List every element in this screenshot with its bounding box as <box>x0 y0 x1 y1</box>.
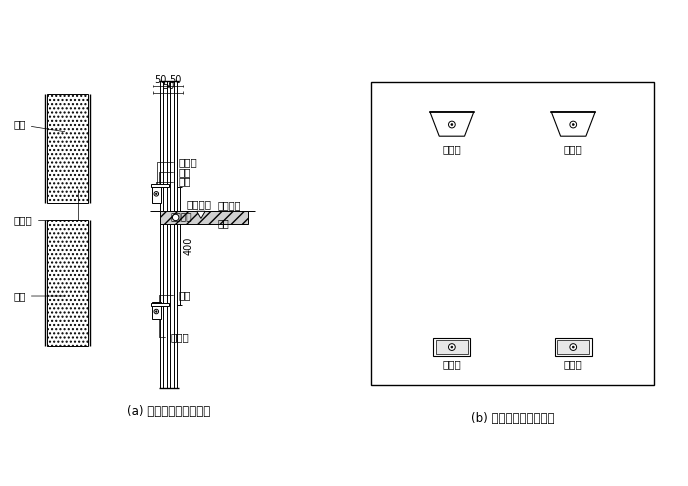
Text: 墙板: 墙板 <box>13 291 65 301</box>
Bar <box>167 81 170 388</box>
Polygon shape <box>430 112 474 136</box>
Bar <box>555 338 592 356</box>
Bar <box>152 185 161 203</box>
Circle shape <box>155 193 157 194</box>
Bar <box>47 94 88 203</box>
Circle shape <box>449 344 455 350</box>
Circle shape <box>451 346 453 348</box>
Text: 上节点: 上节点 <box>442 144 461 154</box>
Circle shape <box>173 214 179 221</box>
Polygon shape <box>551 112 595 136</box>
Bar <box>160 81 163 388</box>
Text: 预埋件: 预埋件 <box>13 189 78 226</box>
Bar <box>152 302 161 319</box>
Text: 建筑标高: 建筑标高 <box>186 199 211 208</box>
Circle shape <box>572 346 574 348</box>
Text: (b) 外墙正面连接示意图: (b) 外墙正面连接示意图 <box>471 412 555 425</box>
Text: 400: 400 <box>183 237 193 256</box>
Text: 叠合楼板: 叠合楼板 <box>170 214 192 223</box>
Bar <box>174 81 177 388</box>
Bar <box>151 184 169 188</box>
Circle shape <box>154 191 158 196</box>
Text: 结构板顶: 结构板顶 <box>217 200 241 209</box>
Circle shape <box>154 309 158 314</box>
Bar <box>47 220 88 347</box>
Text: 螺栓: 螺栓 <box>156 176 191 191</box>
Bar <box>151 303 169 306</box>
Text: 标高: 标高 <box>217 218 229 228</box>
Bar <box>557 340 590 354</box>
Circle shape <box>570 121 577 128</box>
Circle shape <box>572 123 574 125</box>
Text: 垫板: 垫板 <box>158 290 191 302</box>
Bar <box>160 211 248 224</box>
Text: 50: 50 <box>162 81 174 91</box>
Bar <box>433 338 471 356</box>
Text: (a) 外墙竖向连接示意图: (a) 外墙竖向连接示意图 <box>127 405 211 417</box>
Text: 墙板: 墙板 <box>13 120 65 132</box>
Text: 下节点: 下节点 <box>564 359 583 369</box>
Text: 垫板: 垫板 <box>158 167 191 183</box>
Circle shape <box>451 123 453 125</box>
Text: 上节点: 上节点 <box>158 317 189 342</box>
Text: 50: 50 <box>169 74 182 85</box>
Text: 50: 50 <box>154 74 166 85</box>
Circle shape <box>570 344 577 350</box>
Text: 下节点: 下节点 <box>157 157 197 185</box>
Polygon shape <box>197 211 205 218</box>
Circle shape <box>449 121 455 128</box>
Text: 上节点: 上节点 <box>564 144 583 154</box>
Circle shape <box>155 311 157 312</box>
Bar <box>436 340 468 354</box>
Bar <box>371 82 654 385</box>
Text: 下节点: 下节点 <box>442 359 461 369</box>
